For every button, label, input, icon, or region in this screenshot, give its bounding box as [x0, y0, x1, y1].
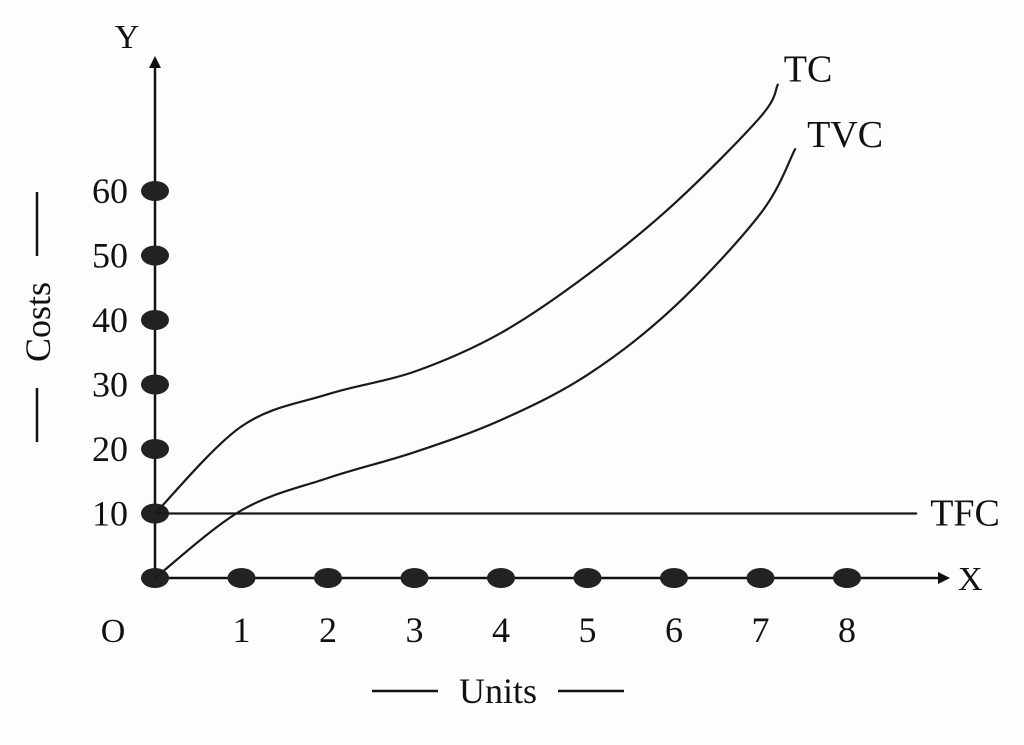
x-tick-label: 4	[492, 610, 510, 650]
series-label-tvc: TVC	[807, 114, 883, 156]
series-label-tfc: TFC	[930, 493, 1000, 535]
curve-tc	[153, 83, 779, 515]
y-tick-label: 10	[92, 494, 128, 534]
y-tick-dot	[141, 374, 169, 395]
x-tick-label: 7	[752, 610, 770, 650]
y-tick-dot	[141, 245, 169, 266]
x-axis-letter: X	[958, 561, 983, 598]
y-tick-label: 60	[92, 171, 128, 211]
curve-layer	[153, 83, 918, 580]
x-tick-dot	[314, 568, 342, 588]
x-axis-title: Units	[459, 671, 537, 711]
x-tick-label: 1	[233, 610, 251, 650]
origin-label: O	[101, 613, 126, 650]
y-axis-title-group: Costs	[18, 192, 58, 442]
x-tick-dot	[573, 568, 602, 588]
x-tick-label: 8	[838, 610, 856, 650]
x-tick-dot	[487, 568, 515, 588]
curve-tvc	[153, 148, 797, 580]
x-tick-label: 6	[665, 610, 683, 650]
x-tick-dot	[833, 568, 861, 588]
y-tick-dot	[141, 181, 169, 201]
x-axis-title-group: Units	[372, 671, 624, 711]
x-tick-dot	[746, 568, 775, 588]
y-tick-label: 40	[92, 300, 128, 340]
x-tick-dot	[400, 568, 429, 588]
x-tick-label: 2	[319, 610, 337, 650]
y-tick-label: 30	[92, 365, 128, 405]
x-tick-label: 5	[579, 610, 597, 650]
y-tick-label: 50	[92, 236, 128, 276]
y-axis-letter: Y	[115, 19, 140, 56]
y-tick-dot	[141, 310, 169, 330]
y-tick-dot	[141, 439, 169, 459]
y-axis-title: Costs	[18, 282, 58, 362]
x-tick-label: 3	[406, 610, 424, 650]
series-label-tc: TC	[784, 49, 833, 91]
y-tick-label: 20	[92, 429, 128, 469]
x-tick-dot	[660, 568, 688, 588]
x-tick-dot	[227, 568, 256, 588]
series-label-layer: TFC TVC TC	[784, 49, 1000, 535]
tick-layer: 10 20 30 40 50 60 1 2 3 4 5 6 7 8	[92, 171, 861, 650]
